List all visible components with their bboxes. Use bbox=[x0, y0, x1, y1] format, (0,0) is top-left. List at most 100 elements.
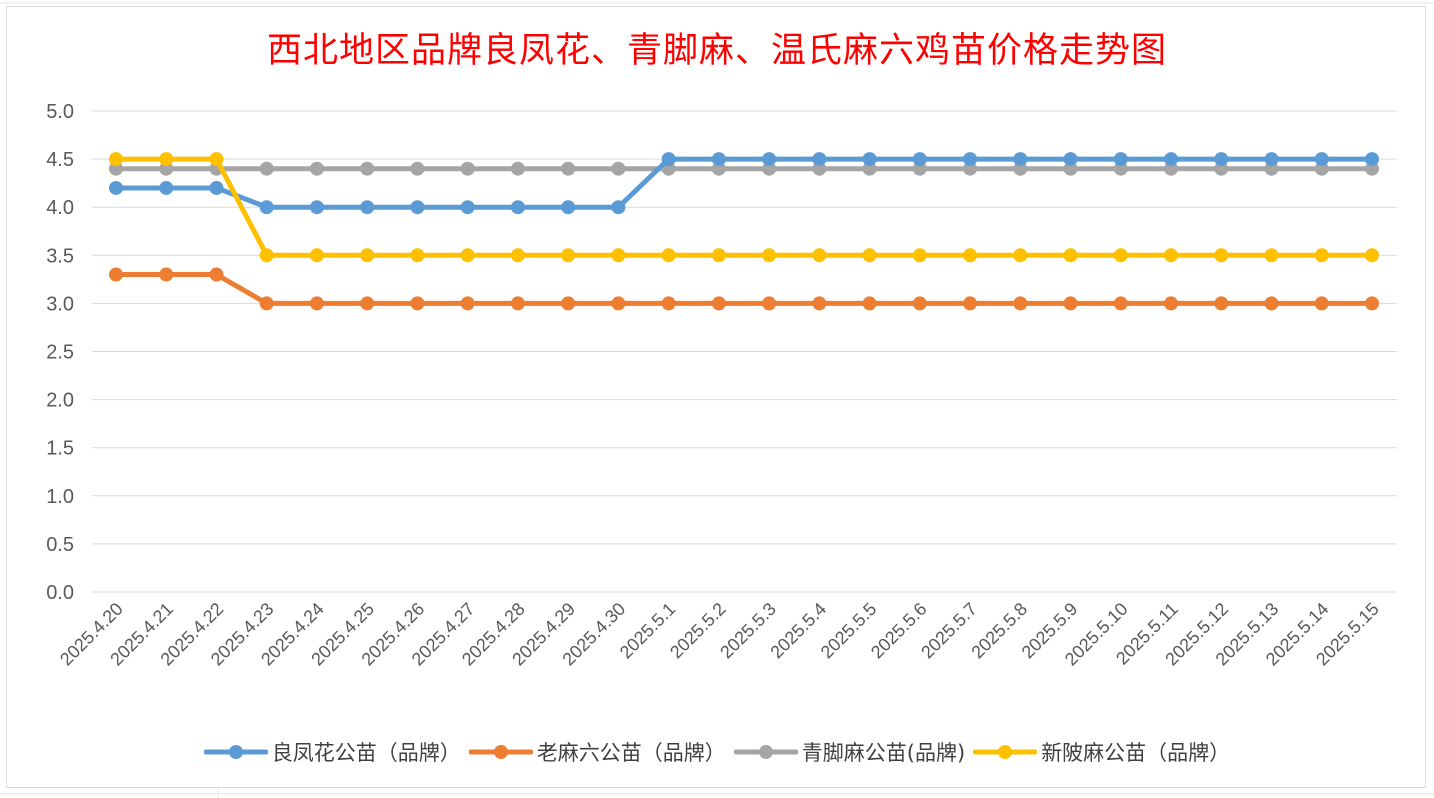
data-point[interactable] bbox=[460, 248, 475, 263]
data-point[interactable] bbox=[812, 161, 827, 176]
data-point[interactable] bbox=[661, 152, 676, 167]
data-point[interactable] bbox=[1164, 296, 1179, 311]
data-point[interactable] bbox=[711, 152, 726, 167]
data-point[interactable] bbox=[109, 152, 123, 167]
data-point[interactable] bbox=[1365, 248, 1379, 263]
data-point[interactable] bbox=[661, 296, 676, 311]
data-point[interactable] bbox=[1365, 296, 1379, 311]
data-point[interactable] bbox=[1063, 161, 1078, 176]
data-point[interactable] bbox=[309, 161, 324, 176]
data-point[interactable] bbox=[159, 180, 174, 195]
data-point[interactable] bbox=[812, 296, 827, 311]
data-point[interactable] bbox=[1013, 161, 1028, 176]
data-point[interactable] bbox=[862, 161, 877, 176]
data-point[interactable] bbox=[611, 248, 626, 263]
data-point[interactable] bbox=[561, 200, 576, 215]
data-point[interactable] bbox=[661, 248, 676, 263]
data-point[interactable] bbox=[912, 296, 927, 311]
data-point[interactable] bbox=[1113, 152, 1128, 167]
legend-item[interactable]: 青脚麻公苗(品牌) bbox=[733, 737, 965, 767]
data-point[interactable] bbox=[812, 248, 827, 263]
data-point[interactable] bbox=[109, 180, 123, 195]
data-point[interactable] bbox=[410, 161, 425, 176]
data-point[interactable] bbox=[812, 152, 827, 167]
data-point[interactable] bbox=[309, 248, 324, 263]
data-point[interactable] bbox=[561, 248, 576, 263]
data-point[interactable] bbox=[1164, 161, 1179, 176]
data-point[interactable] bbox=[912, 161, 927, 176]
legend-item[interactable]: 老麻六公苗（品牌） bbox=[468, 737, 726, 767]
data-point[interactable] bbox=[1314, 248, 1329, 263]
data-point[interactable] bbox=[762, 161, 777, 176]
data-point[interactable] bbox=[1314, 296, 1329, 311]
data-point[interactable] bbox=[109, 161, 123, 176]
data-point[interactable] bbox=[1113, 248, 1128, 263]
data-point[interactable] bbox=[309, 296, 324, 311]
data-point[interactable] bbox=[1164, 152, 1179, 167]
data-point[interactable] bbox=[963, 152, 978, 167]
data-point[interactable] bbox=[259, 296, 274, 311]
data-point[interactable] bbox=[360, 161, 375, 176]
data-point[interactable] bbox=[1264, 152, 1279, 167]
data-point[interactable] bbox=[1013, 296, 1028, 311]
data-point[interactable] bbox=[1264, 248, 1279, 263]
data-point[interactable] bbox=[963, 296, 978, 311]
data-point[interactable] bbox=[862, 248, 877, 263]
data-point[interactable] bbox=[561, 296, 576, 311]
data-point[interactable] bbox=[762, 152, 777, 167]
data-point[interactable] bbox=[611, 296, 626, 311]
data-point[interactable] bbox=[410, 200, 425, 215]
data-point[interactable] bbox=[711, 248, 726, 263]
data-point[interactable] bbox=[963, 248, 978, 263]
data-point[interactable] bbox=[963, 161, 978, 176]
data-point[interactable] bbox=[1365, 152, 1379, 167]
data-point[interactable] bbox=[1214, 161, 1229, 176]
data-point[interactable] bbox=[611, 200, 626, 215]
data-point[interactable] bbox=[460, 200, 475, 215]
data-point[interactable] bbox=[1113, 296, 1128, 311]
data-point[interactable] bbox=[209, 180, 224, 195]
data-point[interactable] bbox=[1264, 296, 1279, 311]
data-point[interactable] bbox=[1314, 161, 1329, 176]
data-point[interactable] bbox=[410, 248, 425, 263]
data-point[interactable] bbox=[510, 296, 525, 311]
data-point[interactable] bbox=[711, 296, 726, 311]
data-point[interactable] bbox=[1214, 296, 1229, 311]
data-point[interactable] bbox=[912, 248, 927, 263]
data-point[interactable] bbox=[1063, 296, 1078, 311]
data-point[interactable] bbox=[159, 267, 174, 282]
data-point[interactable] bbox=[510, 161, 525, 176]
data-point[interactable] bbox=[209, 152, 224, 167]
legend-item[interactable]: 新陂麻公苗（品牌） bbox=[973, 737, 1230, 767]
data-point[interactable] bbox=[460, 161, 475, 176]
legend-item[interactable]: 良凤花公苗（品牌） bbox=[203, 737, 461, 767]
data-point[interactable] bbox=[410, 296, 425, 311]
data-point[interactable] bbox=[259, 161, 274, 176]
data-point[interactable] bbox=[711, 161, 726, 176]
data-point[interactable] bbox=[360, 248, 375, 263]
data-point[interactable] bbox=[1063, 152, 1078, 167]
data-point[interactable] bbox=[1214, 152, 1229, 167]
data-point[interactable] bbox=[159, 152, 174, 167]
data-point[interactable] bbox=[862, 152, 877, 167]
data-point[interactable] bbox=[1164, 248, 1179, 263]
data-point[interactable] bbox=[561, 161, 576, 176]
data-point[interactable] bbox=[209, 267, 224, 282]
data-point[interactable] bbox=[862, 296, 877, 311]
data-point[interactable] bbox=[159, 161, 174, 176]
data-point[interactable] bbox=[611, 161, 626, 176]
data-point[interactable] bbox=[259, 200, 274, 215]
data-point[interactable] bbox=[1063, 248, 1078, 263]
data-point[interactable] bbox=[762, 296, 777, 311]
data-point[interactable] bbox=[1013, 152, 1028, 167]
data-point[interactable] bbox=[1214, 248, 1229, 263]
data-point[interactable] bbox=[360, 296, 375, 311]
data-point[interactable] bbox=[109, 267, 123, 282]
data-point[interactable] bbox=[1314, 152, 1329, 167]
data-point[interactable] bbox=[259, 248, 274, 263]
data-point[interactable] bbox=[360, 200, 375, 215]
data-point[interactable] bbox=[510, 200, 525, 215]
data-point[interactable] bbox=[309, 200, 324, 215]
data-point[interactable] bbox=[1013, 248, 1028, 263]
data-point[interactable] bbox=[1264, 161, 1279, 176]
